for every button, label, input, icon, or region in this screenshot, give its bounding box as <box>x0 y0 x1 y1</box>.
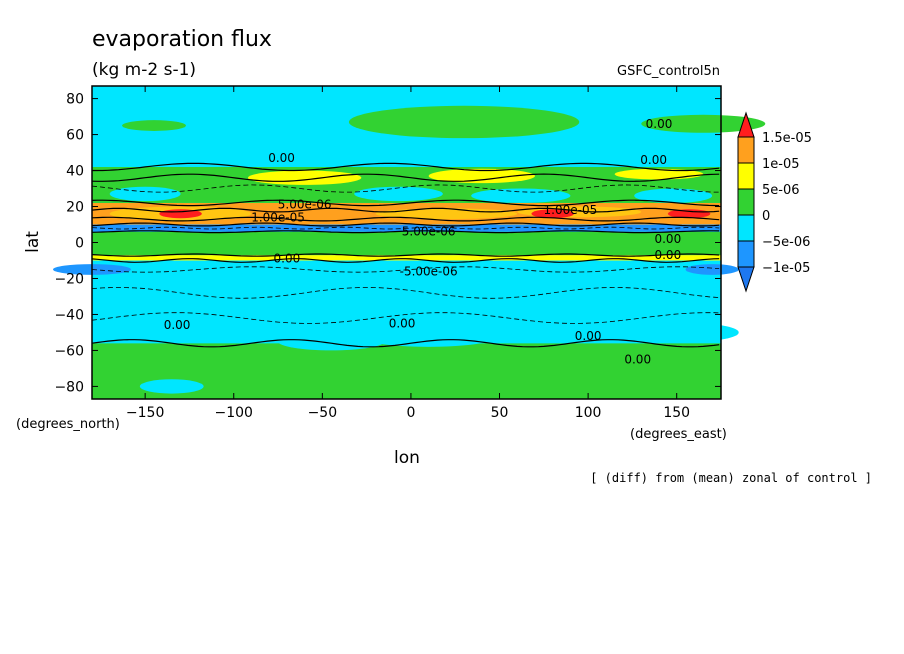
contour-line <box>91 216 720 222</box>
y-tick-label: −20 <box>54 271 84 287</box>
contour-line <box>91 312 720 324</box>
contour-region <box>685 264 739 275</box>
contour-region <box>278 332 385 351</box>
contour-region <box>247 170 362 185</box>
y-tick-label: 0 <box>75 236 84 252</box>
contour-label: 0.00 <box>624 352 651 366</box>
contour-label: 0.00 <box>389 316 416 330</box>
contour-label: -5.00e-06 <box>400 264 458 278</box>
y-tick-label: −60 <box>54 343 84 359</box>
contour-region <box>634 188 713 203</box>
contour-line <box>91 226 720 230</box>
contour-band <box>92 255 721 261</box>
colorbar-segment <box>737 214 755 242</box>
contour-label: 1.00e-05 <box>544 203 598 217</box>
colorbar-extend-min <box>737 266 755 293</box>
contour-line <box>91 253 720 257</box>
contour-label: 0.00 <box>654 248 681 262</box>
contour-label: 0.00 <box>575 329 602 343</box>
contour-label: 0.00 <box>646 117 673 131</box>
colorbar-label: 5e-06 <box>762 183 800 198</box>
y-tick-label: 80 <box>66 92 84 108</box>
contour-line <box>91 222 720 227</box>
contour-region <box>122 120 186 131</box>
x-axis-label: lon <box>394 448 420 468</box>
contour-band <box>92 231 721 256</box>
contour-line <box>91 339 720 348</box>
contour-maximum <box>531 209 574 219</box>
run-label: GSFC_control5n <box>617 64 720 79</box>
chart-title: evaporation flux <box>92 27 272 52</box>
y-tick-label: −80 <box>54 379 84 395</box>
x-tick-label: 0 <box>406 405 415 421</box>
contour-region <box>109 186 181 202</box>
contour-label: 5.00e-06 <box>278 198 332 212</box>
footnote: [ (diff) from (mean) zonal of control ] <box>590 471 872 485</box>
colorbar-segment <box>737 136 755 164</box>
x-tick-label: −50 <box>308 405 338 421</box>
contour-line <box>91 199 720 207</box>
contour-label: 0.00 <box>164 318 191 332</box>
colorbar-segment <box>737 240 755 268</box>
contour-label: 0.00 <box>274 252 301 266</box>
y-tick-label: 20 <box>66 200 84 216</box>
y-tick-label: 40 <box>66 164 84 180</box>
plot-area: 0.000.000.005.00e-061.00e-051.00e-055.00… <box>53 85 766 400</box>
contour-region <box>641 114 766 133</box>
colorbar: 1.5e-05 1e-05 5e-06 0 −5e-06 −1e-05 <box>737 111 812 293</box>
contour-line <box>91 287 720 299</box>
contour-label: 0.00 <box>268 151 295 165</box>
x-tick-label: 150 <box>663 405 690 421</box>
contour-region <box>139 379 204 394</box>
contour-label: 0.00 <box>654 232 681 246</box>
contour-line <box>91 207 720 213</box>
colorbar-label: −5e-06 <box>762 235 810 250</box>
contour-label: 5.00e-06 <box>402 225 456 239</box>
colorbar-segment <box>737 188 755 216</box>
contour-region <box>428 168 535 184</box>
y-axis-units: (degrees_north) <box>16 417 120 432</box>
contour-line <box>91 173 720 182</box>
x-tick-label: −100 <box>215 405 253 421</box>
x-tick-label: 100 <box>575 405 602 421</box>
contour-line <box>92 162 720 172</box>
colorbar-segment <box>737 162 755 190</box>
contour-line <box>91 266 720 273</box>
colorbar-label: −1e-05 <box>762 261 810 276</box>
contour-region <box>357 325 500 347</box>
contour-region <box>471 188 571 203</box>
contour-line <box>91 184 720 193</box>
contour-line <box>91 258 720 263</box>
chart-units: (kg m-2 s-1) <box>92 60 196 80</box>
y-tick-label: 60 <box>66 128 84 144</box>
contour-line <box>91 230 720 234</box>
y-tick-label: −40 <box>54 307 84 323</box>
x-axis-units: (degrees_east) <box>630 427 727 442</box>
colorbar-label: 0 <box>762 209 770 224</box>
contour-label: 0.00 <box>640 153 667 167</box>
x-tick-label: −150 <box>126 405 164 421</box>
contour-region <box>650 323 739 342</box>
contour-region <box>354 186 443 202</box>
colorbar-label: 1.5e-05 <box>762 131 812 146</box>
colorbar-label: 1e-05 <box>762 157 800 172</box>
x-tick-label: 50 <box>491 405 509 421</box>
y-axis-label: lat <box>23 231 43 253</box>
contour-region <box>348 105 580 139</box>
contour-label: 1.00e-05 <box>251 210 305 224</box>
